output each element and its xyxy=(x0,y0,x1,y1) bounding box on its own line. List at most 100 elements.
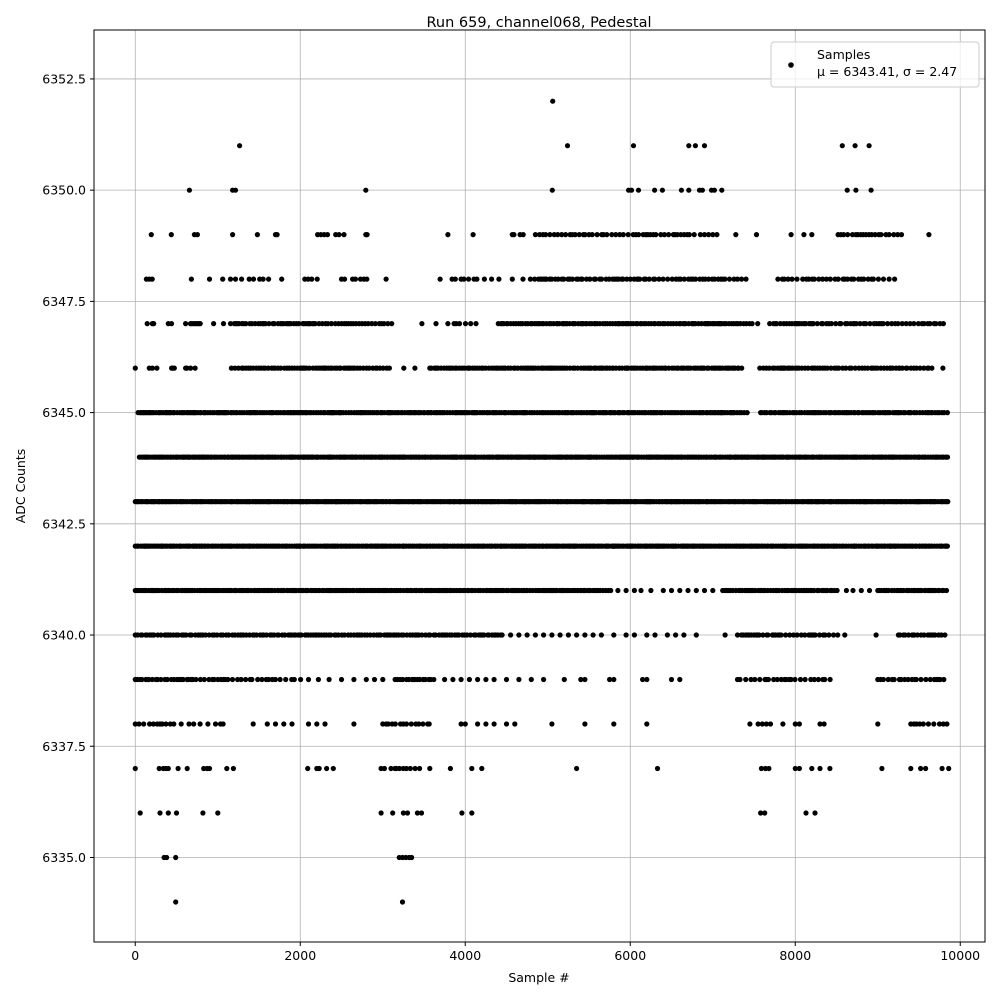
data-point xyxy=(192,365,198,371)
data-point xyxy=(205,721,211,727)
data-point xyxy=(466,276,472,282)
data-point xyxy=(180,676,186,683)
data-point xyxy=(841,232,847,238)
data-point xyxy=(386,365,392,371)
data-point xyxy=(157,810,163,816)
data-point xyxy=(693,276,699,282)
data-point xyxy=(437,276,443,282)
data-point xyxy=(940,365,946,371)
data-point xyxy=(158,632,164,638)
y-tick-label: 6335.0 xyxy=(42,850,86,865)
data-point xyxy=(609,232,615,238)
data-point xyxy=(173,854,179,861)
data-point xyxy=(927,676,933,683)
data-point xyxy=(733,232,739,238)
data-point xyxy=(342,276,348,282)
legend: Samples μ = 6343.41, σ = 2.47 xyxy=(770,41,980,88)
data-point xyxy=(737,676,743,683)
data-point xyxy=(850,587,856,594)
data-point xyxy=(674,232,680,238)
data-point xyxy=(414,810,420,816)
data-point xyxy=(812,810,818,816)
data-point xyxy=(620,276,626,282)
data-point xyxy=(137,810,143,816)
data-point xyxy=(625,232,631,238)
data-point xyxy=(276,632,282,638)
data-point xyxy=(479,765,485,772)
data-point xyxy=(785,276,791,282)
data-point xyxy=(281,721,287,727)
data-point xyxy=(475,721,481,727)
data-point xyxy=(419,321,425,327)
data-point xyxy=(652,187,658,193)
data-point xyxy=(665,276,671,282)
data-point xyxy=(171,721,177,727)
data-point xyxy=(206,765,213,772)
data-point xyxy=(792,676,798,683)
data-point xyxy=(445,321,451,327)
data-point xyxy=(861,276,867,282)
data-point xyxy=(917,721,923,727)
legend-label: Samples xyxy=(817,47,870,62)
data-point xyxy=(366,365,372,371)
data-point xyxy=(648,587,654,594)
data-point xyxy=(815,676,822,683)
data-point xyxy=(822,632,828,638)
data-point xyxy=(627,276,634,282)
chart-title: Run 659, channel068, Pedestal xyxy=(426,15,651,31)
data-point xyxy=(830,632,837,638)
data-point xyxy=(289,721,295,727)
data-point xyxy=(184,765,190,772)
data-point xyxy=(677,587,683,594)
data-point xyxy=(407,765,413,772)
data-point xyxy=(136,721,142,727)
data-point xyxy=(895,232,901,238)
data-point xyxy=(608,587,614,594)
data-point xyxy=(911,321,917,327)
data-point xyxy=(844,276,851,282)
data-point xyxy=(686,232,692,238)
data-point xyxy=(412,765,418,772)
data-point xyxy=(939,765,945,772)
data-point xyxy=(306,365,312,371)
data-point xyxy=(637,276,643,282)
data-point xyxy=(878,232,884,238)
data-point xyxy=(582,232,588,238)
data-point xyxy=(283,676,289,683)
data-point xyxy=(925,721,932,727)
data-point xyxy=(845,232,851,238)
data-point xyxy=(929,365,935,371)
data-point xyxy=(516,676,522,683)
data-point xyxy=(243,321,249,327)
data-point xyxy=(409,854,415,861)
data-point xyxy=(156,765,162,772)
data-point xyxy=(305,676,312,683)
data-point xyxy=(767,721,774,727)
data-point xyxy=(941,676,947,683)
data-point xyxy=(743,276,749,282)
data-point xyxy=(266,676,272,683)
data-point xyxy=(249,676,255,683)
data-point xyxy=(945,499,951,505)
data-point xyxy=(780,721,786,727)
data-point xyxy=(426,721,432,727)
data-point xyxy=(163,721,169,727)
data-point xyxy=(866,143,872,149)
data-point xyxy=(638,587,644,594)
data-point xyxy=(880,676,887,683)
data-point xyxy=(271,321,277,327)
x-tick-label: 10000 xyxy=(940,948,980,963)
data-point xyxy=(191,721,197,727)
data-point xyxy=(673,632,679,638)
data-point xyxy=(755,321,761,327)
data-point xyxy=(749,321,755,327)
data-point xyxy=(899,321,905,327)
data-point xyxy=(734,276,741,282)
data-point xyxy=(763,721,770,727)
data-point xyxy=(491,676,497,683)
data-point xyxy=(450,676,456,683)
data-point xyxy=(555,276,561,282)
data-point xyxy=(748,676,754,683)
data-point xyxy=(714,232,720,238)
data-point xyxy=(549,187,555,193)
